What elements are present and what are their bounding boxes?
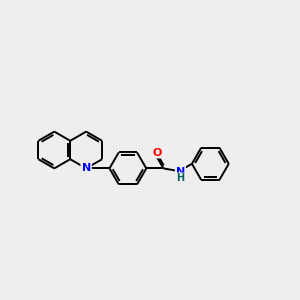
Text: N: N [82,164,91,173]
Text: N: N [176,167,185,177]
Text: H: H [176,173,184,183]
Text: O: O [152,148,161,158]
